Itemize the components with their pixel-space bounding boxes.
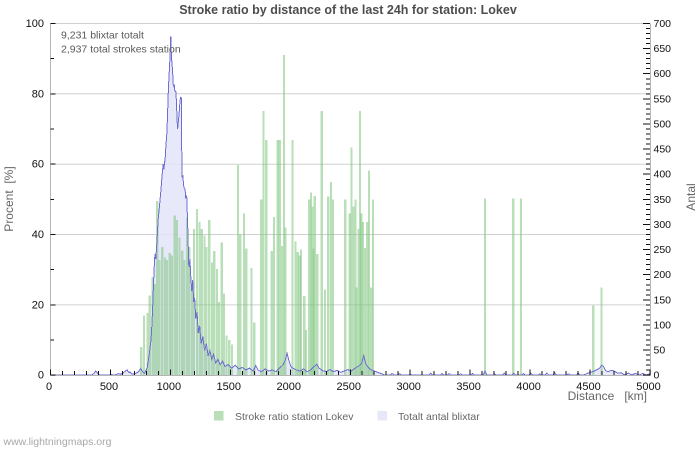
svg-text:0: 0 (38, 370, 44, 382)
svg-text:100: 100 (26, 18, 44, 30)
svg-text:9,231 blixtar totalt: 9,231 blixtar totalt (61, 30, 144, 42)
svg-text:3500: 3500 (456, 381, 480, 393)
svg-text:500: 500 (100, 381, 118, 393)
svg-text:2500: 2500 (337, 381, 361, 393)
svg-text:0: 0 (46, 381, 52, 393)
svg-text:450: 450 (654, 144, 672, 156)
svg-text:40: 40 (32, 229, 44, 241)
svg-text:Distance [km]: Distance [km] (568, 389, 647, 403)
svg-text:1500: 1500 (217, 381, 241, 393)
svg-text:350: 350 (654, 194, 672, 206)
svg-text:50: 50 (654, 345, 666, 357)
svg-text:5000: 5000 (636, 381, 660, 393)
svg-text:300: 300 (654, 219, 672, 231)
svg-text:600: 600 (654, 68, 672, 80)
svg-text:80: 80 (32, 88, 44, 100)
svg-text:www.lightningmaps.org: www.lightningmaps.org (3, 436, 112, 448)
svg-text:20: 20 (32, 299, 44, 311)
svg-text:700: 700 (654, 18, 672, 30)
svg-text:1000: 1000 (157, 381, 181, 393)
svg-text:100: 100 (654, 320, 672, 332)
svg-text:Stroke ratio by distance of th: Stroke ratio by distance of the last 24h… (179, 3, 517, 17)
svg-text:2,937 total strokes station: 2,937 total strokes station (61, 44, 181, 56)
svg-text:Antal: Antal (684, 183, 698, 210)
svg-text:550: 550 (654, 93, 672, 105)
svg-text:Stroke ratio station Lokev: Stroke ratio station Lokev (235, 411, 354, 423)
svg-text:60: 60 (32, 159, 44, 171)
svg-text:Procent [%]: Procent [%] (2, 166, 16, 231)
svg-text:250: 250 (654, 244, 672, 256)
svg-text:150: 150 (654, 294, 672, 306)
svg-text:500: 500 (654, 119, 672, 131)
svg-text:650: 650 (654, 43, 672, 55)
svg-text:200: 200 (654, 269, 672, 281)
svg-text:Totalt antal blixtar: Totalt antal blixtar (398, 411, 480, 423)
svg-text:4500: 4500 (576, 381, 600, 393)
svg-text:3000: 3000 (396, 381, 420, 393)
svg-text:400: 400 (654, 169, 672, 181)
svg-text:0: 0 (654, 370, 660, 382)
svg-text:4000: 4000 (516, 381, 540, 393)
svg-text:2000: 2000 (277, 381, 301, 393)
